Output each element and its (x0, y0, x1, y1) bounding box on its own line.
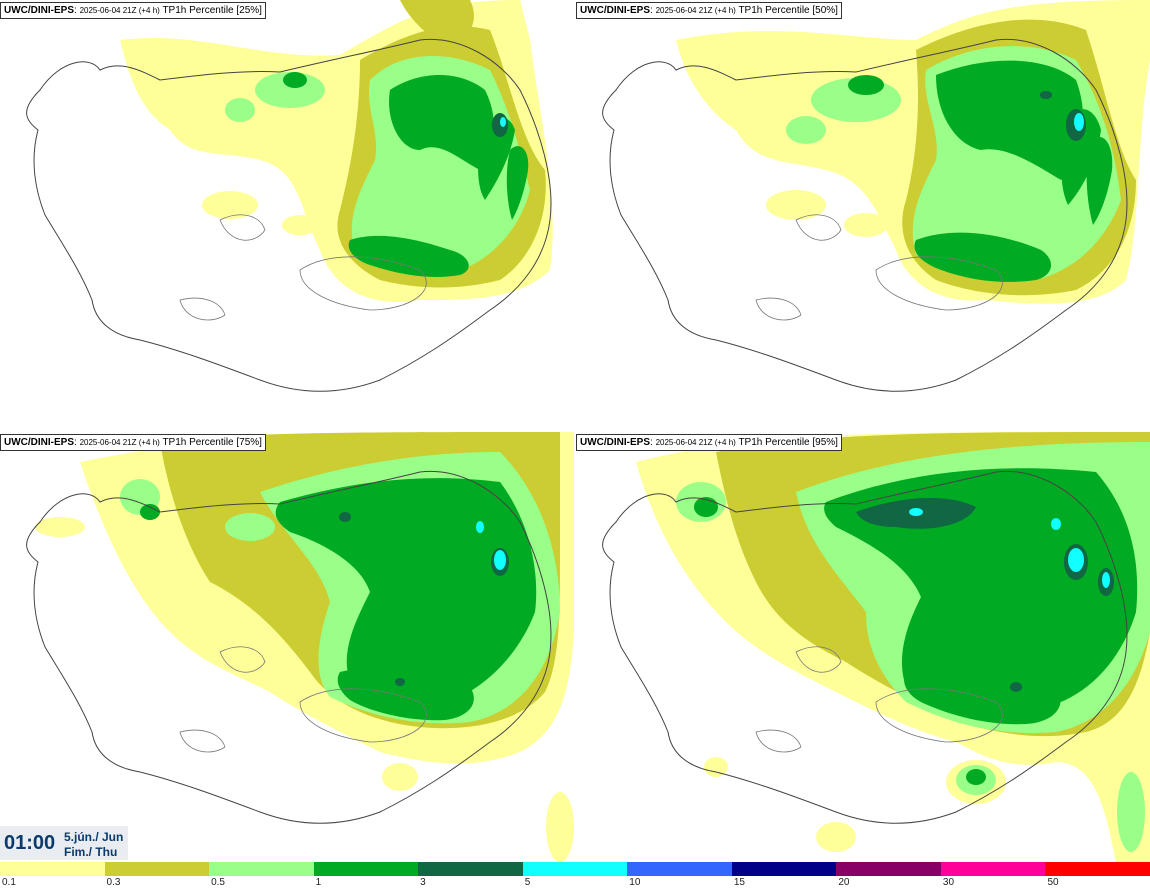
precip-map-p95 (602, 432, 1150, 862)
model-name: UWC/DINI-EPS (4, 437, 74, 448)
legend-swatch (627, 862, 732, 876)
precip-map-p25 (26, 0, 553, 392)
legend-swatch (522, 862, 628, 876)
valid-date-line2: Fim./ Thu (64, 845, 118, 859)
map-panel-p75: UWC/DINI-EPS: 2025-06-04 21Z (+4 h) TP1h… (0, 432, 574, 862)
run-time: 2025-06-04 21Z (+4 h) (655, 6, 736, 15)
legend-swatch (0, 862, 105, 876)
model-name: UWC/DINI-EPS (580, 437, 650, 448)
legend-label: 50 (1047, 877, 1059, 888)
iceland-coastline (602, 470, 1128, 824)
panel-title: UWC/DINI-EPS: 2025-06-04 21Z (+4 h) TP1h… (0, 434, 266, 451)
legend-label: 10 (629, 877, 641, 888)
legend-label: 1 (315, 877, 322, 888)
map-panel-p50: UWC/DINI-EPS: 2025-06-04 21Z (+4 h) TP1h… (576, 0, 1150, 430)
legend-label: 0.3 (106, 877, 121, 888)
precip-cyan (1074, 113, 1084, 131)
precip-green (848, 60, 1113, 282)
run-time: 2025-06-04 21Z (+4 h) (79, 438, 160, 447)
panel-title: UWC/DINI-EPS: 2025-06-04 21Z (+4 h) TP1h… (576, 2, 842, 19)
run-time: 2025-06-04 21Z (+4 h) (655, 438, 736, 447)
glacier-outlines (179, 646, 427, 753)
valid-date-line1: 5.jún./ Jun (64, 830, 124, 844)
precip-green (140, 478, 537, 721)
panel-divider (574, 0, 576, 862)
color-legend: 0.1 0.3 0.5 1 3 5 10 15 20 30 50 (0, 862, 1150, 891)
legend-swatch (1045, 862, 1150, 876)
precip-cyan (476, 521, 506, 570)
glacier-outlines (755, 646, 1003, 753)
precip-cyan (909, 508, 1110, 588)
legend-label: 15 (733, 877, 745, 888)
field-name: TP1h Percentile [95%] (738, 437, 838, 448)
legend-label: 30 (942, 877, 955, 888)
panel-title: UWC/DINI-EPS: 2025-06-04 21Z (+4 h) TP1h… (0, 2, 266, 19)
panel-title: UWC/DINI-EPS: 2025-06-04 21Z (+4 h) TP1h… (576, 434, 842, 451)
precip-map-p75 (26, 432, 574, 862)
glacier-outlines (755, 214, 1003, 321)
iceland-coastline (26, 470, 552, 824)
map-panel-p95: UWC/DINI-EPS: 2025-06-04 21Z (+4 h) TP1h… (576, 432, 1150, 862)
map-panel-p25: UWC/DINI-EPS: 2025-06-04 21Z (+4 h) TP1h… (0, 0, 574, 430)
legend-swatch (313, 862, 419, 876)
precip-darkgreen (492, 113, 508, 137)
model-name: UWC/DINI-EPS (4, 5, 74, 16)
valid-time: 01:00 (4, 832, 56, 854)
legend-swatch (731, 862, 837, 876)
legend-label: 20 (838, 877, 850, 888)
valid-time-box: 01:00 5.jún./ Jun Fim./ Thu (0, 826, 128, 860)
legend-swatch (836, 862, 941, 876)
run-time: 2025-06-04 21Z (+4 h) (79, 6, 160, 15)
legend-label: 3 (420, 877, 426, 888)
precip-green (283, 72, 529, 277)
precip-cyan (500, 117, 506, 127)
legend-label: 5 (524, 877, 531, 888)
legend-swatch (209, 862, 314, 876)
legend-label: 0.1 (2, 877, 16, 888)
field-name: TP1h Percentile [75%] (162, 437, 262, 448)
field-name: TP1h Percentile [25%] (162, 5, 262, 16)
precip-map-p50 (602, 0, 1150, 392)
legend-swatch (418, 862, 523, 876)
legend-swatch (940, 862, 1046, 876)
field-name: TP1h Percentile [50%] (738, 5, 838, 16)
iceland-coastline (602, 38, 1128, 392)
legend-swatch (104, 862, 210, 876)
model-name: UWC/DINI-EPS (580, 5, 650, 16)
legend-label: 0.5 (211, 877, 225, 888)
glacier-outlines (179, 214, 427, 321)
iceland-coastline (26, 38, 552, 392)
legend-color-bar (0, 862, 1150, 876)
